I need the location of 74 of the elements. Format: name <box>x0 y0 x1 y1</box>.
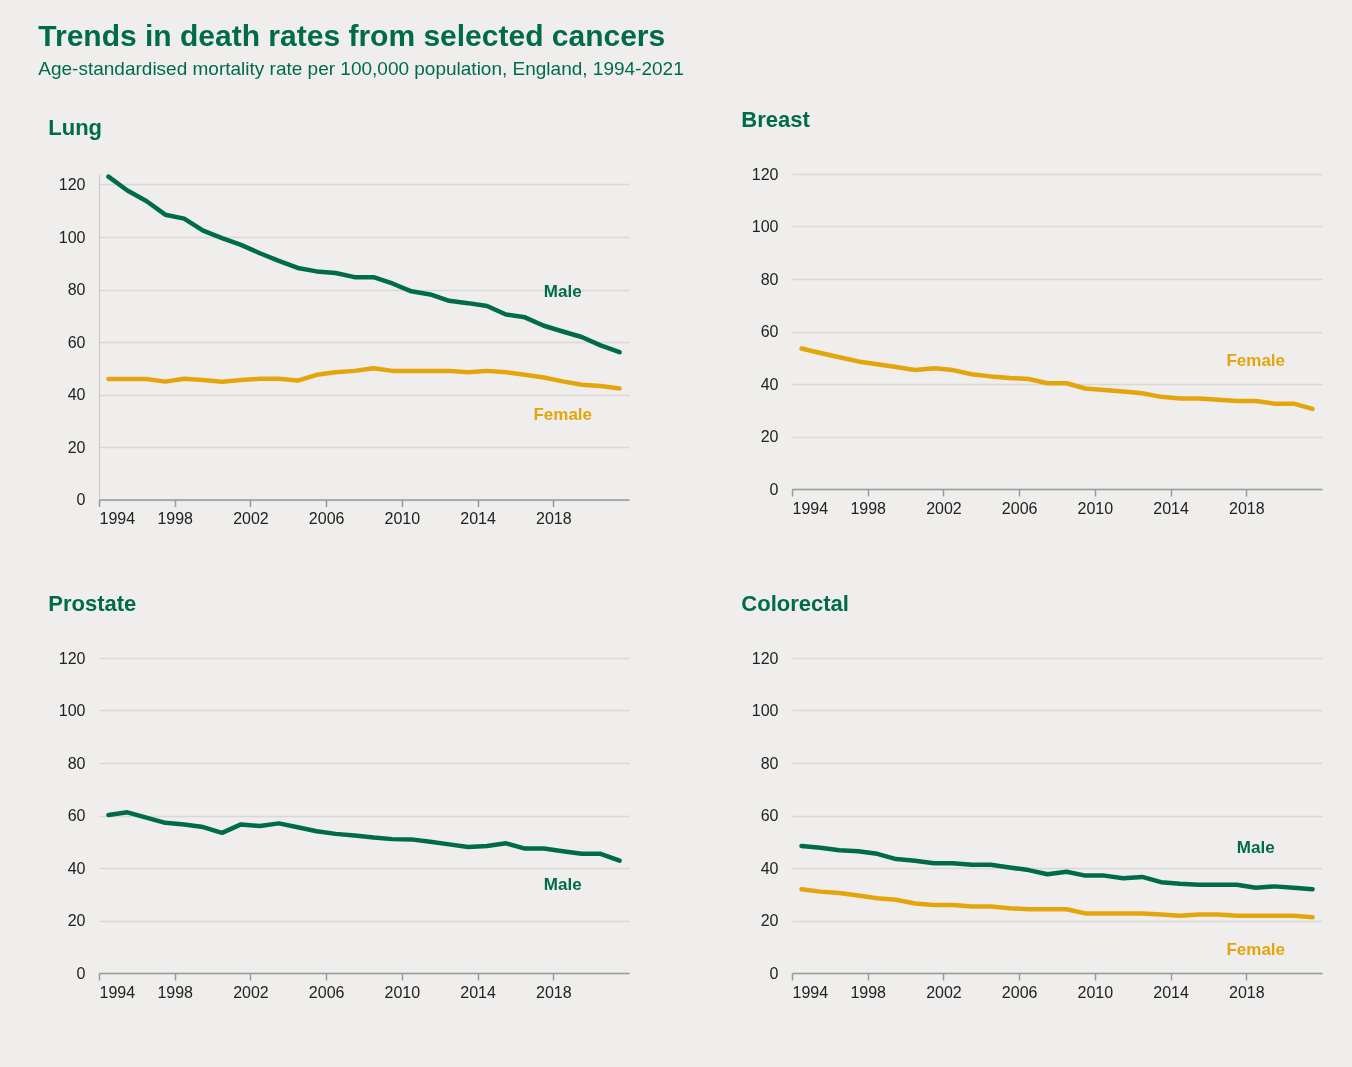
line-series <box>106 366 622 391</box>
y-tick-label: 0 <box>769 964 779 982</box>
y-tick-label: 20 <box>67 438 86 456</box>
x-tick-label: 2010 <box>384 983 421 1001</box>
line-series <box>106 174 622 355</box>
chart-title: Colorectal <box>741 591 849 616</box>
x-tick-label: 2014 <box>460 983 496 1001</box>
y-tick-label: 100 <box>751 702 779 719</box>
text: Trends in death rates from selected cancers <box>38 19 666 52</box>
x-tick-label: 2006 <box>1001 499 1038 517</box>
y-tick-label: 0 <box>76 964 86 982</box>
x-tick-label: 1998 <box>850 983 887 1001</box>
x-tick-label: 2014 <box>1153 983 1189 1001</box>
x-tick-label: 2018 <box>1228 499 1265 517</box>
y-tick-label: 40 <box>67 859 86 877</box>
y-tick-label: 40 <box>760 859 779 877</box>
x-tick-label: 1994 <box>99 510 136 527</box>
y-tick-label: 100 <box>751 218 779 235</box>
text: Age-standardised mortality rate per 100,000 population, England, 1994-2021 <box>38 58 684 79</box>
chart-title: Lung <box>48 115 103 140</box>
x-tick-label: 2006 <box>1001 983 1038 1001</box>
x-tick-label: 2018 <box>1228 983 1265 1001</box>
x-tick-label: 2006 <box>308 983 345 1001</box>
x-tick-label: 1994 <box>792 983 829 1001</box>
y-tick-label: 20 <box>67 912 86 929</box>
y-tick-label: 80 <box>760 754 779 772</box>
y-tick-label: 60 <box>67 333 86 351</box>
y-tick-label: 120 <box>58 176 86 193</box>
y-tick-label: 120 <box>751 165 779 183</box>
y-tick-label: 80 <box>67 754 86 772</box>
x-tick-label: 1998 <box>850 499 887 517</box>
series-label: Female <box>533 405 593 425</box>
line-series <box>799 346 1315 412</box>
x-tick-label: 2014 <box>460 510 496 527</box>
x-tick-label: 1994 <box>792 499 829 517</box>
x-tick-label: 2010 <box>384 510 421 527</box>
line-series <box>799 887 1315 920</box>
x-tick-label: 2010 <box>1077 983 1114 1001</box>
x-tick-label: 2010 <box>1077 499 1114 517</box>
x-tick-label: 1994 <box>99 983 136 1001</box>
line-series <box>799 843 1315 892</box>
y-tick-label: 0 <box>76 491 86 508</box>
y-tick-label: 0 <box>769 480 779 498</box>
x-tick-label: 2014 <box>1153 499 1189 517</box>
y-tick-label: 80 <box>67 281 86 298</box>
line-series <box>106 810 622 863</box>
y-tick-label: 40 <box>67 386 86 403</box>
y-tick-label: 40 <box>760 375 779 393</box>
y-tick-label: 120 <box>58 649 86 667</box>
y-tick-label: 60 <box>67 807 86 824</box>
series-label: Female <box>1226 351 1286 371</box>
chart-title: Prostate <box>48 591 137 616</box>
x-tick-label: 1998 <box>157 510 194 527</box>
y-tick-label: 60 <box>760 807 779 824</box>
y-tick-label: 20 <box>760 912 779 929</box>
x-tick-label: 2018 <box>535 510 572 527</box>
series-label: Male <box>543 281 582 301</box>
series-label: Female <box>1226 939 1286 959</box>
chart-title: Breast <box>741 107 811 132</box>
x-tick-label: 1998 <box>157 983 194 1001</box>
x-tick-label: 2006 <box>308 510 345 527</box>
series-label: Male <box>1236 837 1275 857</box>
y-tick-label: 20 <box>760 428 779 445</box>
series-label: Male <box>543 875 582 895</box>
x-tick-label: 2002 <box>926 983 962 1001</box>
y-tick-label: 100 <box>58 228 86 246</box>
y-tick-label: 80 <box>760 270 779 288</box>
x-tick-label: 2018 <box>535 983 572 1001</box>
y-tick-label: 120 <box>751 649 779 667</box>
x-tick-label: 2002 <box>233 510 269 527</box>
x-tick-label: 2002 <box>926 499 962 517</box>
y-tick-label: 60 <box>760 323 779 340</box>
y-tick-label: 100 <box>58 702 86 719</box>
x-tick-label: 2002 <box>233 983 269 1001</box>
